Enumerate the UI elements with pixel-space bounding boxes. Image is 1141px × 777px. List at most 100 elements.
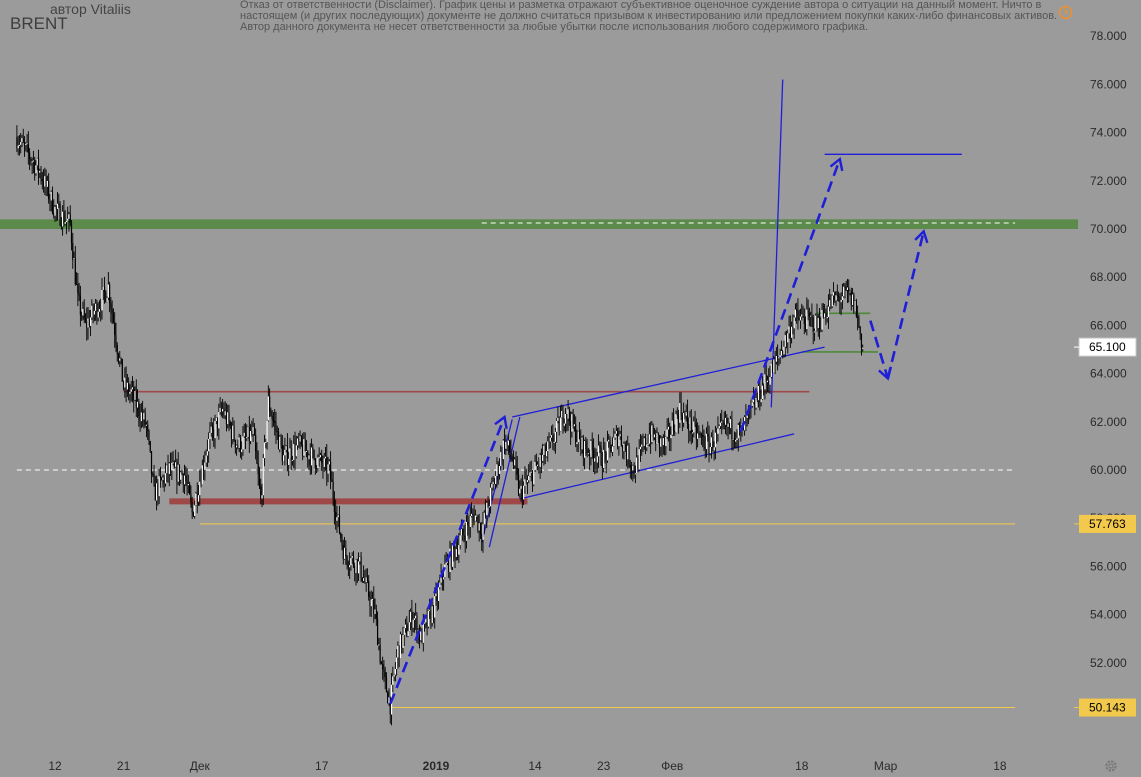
candle-body bbox=[794, 309, 797, 318]
candle-body bbox=[595, 458, 597, 463]
candle-body bbox=[228, 412, 230, 423]
x-tick-label: 23 bbox=[597, 759, 611, 773]
x-tick-label: 17 bbox=[315, 759, 329, 773]
candle-body bbox=[858, 317, 860, 328]
candle-body bbox=[849, 291, 851, 293]
candle-body bbox=[646, 444, 648, 448]
candle-body bbox=[303, 439, 305, 456]
candle-body bbox=[53, 212, 55, 216]
symbol-label: BRENT bbox=[10, 14, 68, 33]
price-label: 65.100 bbox=[1089, 340, 1126, 354]
candle-body bbox=[846, 287, 849, 290]
candle-body bbox=[619, 434, 621, 437]
candle-body bbox=[526, 480, 529, 483]
candle-body bbox=[416, 615, 418, 637]
candle-body bbox=[754, 399, 756, 408]
candle-body bbox=[100, 309, 102, 311]
candle-body bbox=[709, 447, 711, 454]
candle-body bbox=[792, 326, 794, 329]
candle-body bbox=[316, 467, 318, 469]
candle-body bbox=[538, 464, 540, 467]
candle-body bbox=[764, 374, 766, 390]
candle-body bbox=[716, 432, 718, 434]
y-tick-label: 78.000 bbox=[1090, 29, 1127, 43]
candle-body bbox=[276, 431, 278, 433]
candle-body bbox=[490, 487, 492, 507]
candle-body bbox=[427, 610, 429, 627]
candle-body bbox=[263, 442, 266, 459]
candle-body bbox=[211, 426, 214, 430]
candle-body bbox=[836, 295, 838, 297]
candle-body bbox=[482, 524, 484, 540]
channel-lower bbox=[519, 433, 795, 500]
candle-body bbox=[425, 618, 427, 623]
candle-body bbox=[20, 142, 22, 145]
candle-body bbox=[327, 464, 329, 474]
candle-body bbox=[568, 409, 570, 422]
candle-body bbox=[310, 447, 313, 466]
candle-body bbox=[547, 441, 549, 452]
candle-body bbox=[152, 473, 154, 475]
gear-icon[interactable] bbox=[1103, 758, 1119, 774]
candle-body bbox=[341, 538, 343, 546]
candle-body bbox=[600, 447, 602, 465]
candle-body bbox=[542, 454, 544, 461]
candle-body bbox=[689, 417, 691, 431]
candle-body bbox=[855, 300, 857, 317]
candle-body bbox=[632, 465, 634, 471]
candle-body bbox=[237, 445, 239, 448]
candle-body bbox=[199, 481, 201, 496]
proj-pullback bbox=[869, 320, 890, 379]
candle-body bbox=[124, 377, 126, 388]
candle-body bbox=[143, 412, 145, 420]
candle-body bbox=[549, 437, 551, 442]
candle-body bbox=[194, 505, 196, 516]
candle-body bbox=[75, 284, 78, 286]
candle-body bbox=[426, 618, 428, 627]
candle-body bbox=[834, 292, 836, 301]
candle-body bbox=[853, 294, 855, 312]
candle-body bbox=[159, 476, 162, 479]
candle-body bbox=[51, 191, 54, 213]
candle-body bbox=[29, 152, 31, 159]
candle-body bbox=[676, 414, 678, 416]
candle-body bbox=[382, 664, 384, 669]
candle-body bbox=[582, 437, 584, 458]
candle-body bbox=[67, 218, 69, 221]
candle-body bbox=[473, 514, 475, 521]
candle-body bbox=[476, 515, 478, 517]
candle-body bbox=[826, 317, 828, 319]
y-tick-label: 64.000 bbox=[1090, 367, 1127, 381]
candle-body bbox=[788, 326, 790, 334]
candle-body bbox=[285, 446, 287, 450]
candle-body bbox=[591, 440, 593, 451]
candle-body bbox=[506, 441, 508, 446]
candle-body bbox=[163, 477, 165, 484]
candle-body bbox=[286, 446, 289, 465]
candle-body bbox=[265, 442, 267, 444]
candle-body bbox=[368, 580, 370, 597]
candle-body bbox=[84, 318, 87, 321]
candle-body bbox=[822, 310, 824, 318]
clock-icon[interactable] bbox=[1058, 5, 1073, 20]
y-tick-label: 70.000 bbox=[1090, 222, 1127, 236]
candle-body bbox=[735, 439, 737, 442]
candle-body bbox=[361, 577, 363, 581]
candle-body bbox=[570, 421, 572, 432]
candle-body bbox=[844, 286, 846, 288]
candle-body bbox=[797, 311, 799, 318]
candle-body bbox=[98, 309, 101, 312]
candle-body bbox=[778, 357, 780, 359]
candle-body bbox=[799, 316, 802, 321]
candle-body bbox=[190, 493, 192, 503]
candle-body bbox=[153, 474, 155, 485]
candle-body bbox=[850, 291, 852, 306]
candle-body bbox=[412, 619, 414, 628]
candle-body bbox=[359, 556, 361, 562]
candle-body bbox=[360, 556, 362, 578]
candle-body bbox=[669, 426, 671, 439]
candle-body bbox=[95, 303, 97, 311]
candle-body bbox=[27, 143, 29, 153]
